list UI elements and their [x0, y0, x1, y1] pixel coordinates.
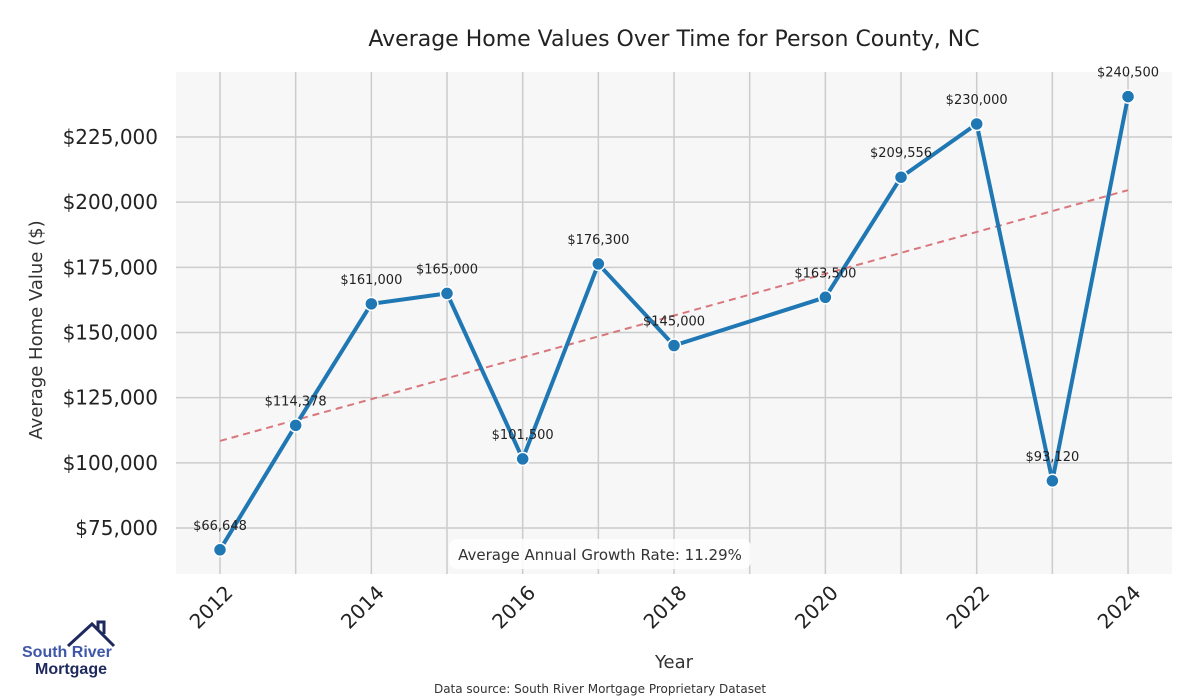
chart-title: Average Home Values Over Time for Person… — [368, 27, 979, 52]
data-point — [591, 256, 606, 272]
data-point — [818, 290, 833, 305]
x-tick-label: 2022 — [941, 581, 994, 634]
data-point — [666, 338, 682, 353]
data-point — [288, 418, 303, 433]
data-point — [515, 451, 530, 467]
x-tick-label: 2018 — [639, 581, 692, 634]
y-tick-label: $125,000 — [63, 386, 158, 410]
data-label: $101,500 — [492, 428, 554, 443]
x-tick-label: 2014 — [336, 581, 389, 634]
x-tick-label: 2012 — [185, 581, 238, 634]
y-tick-label: $225,000 — [63, 125, 158, 149]
data-label: $66,648 — [193, 519, 247, 534]
y-tick-label: $150,000 — [63, 320, 158, 344]
x-tick-label: 2016 — [487, 581, 540, 634]
data-label: $209,556 — [870, 146, 932, 161]
y-tick-label: $175,000 — [63, 255, 158, 279]
data-label: $145,000 — [643, 315, 705, 330]
data-point — [969, 116, 984, 132]
data-label: $230,000 — [946, 93, 1008, 108]
data-label: $114,378 — [265, 394, 327, 409]
annotation-box — [449, 539, 751, 569]
data-point — [1045, 473, 1060, 489]
growth-rate-annotation: Average Annual Growth Rate: 11.29% — [458, 546, 742, 564]
y-tick-label: $200,000 — [63, 190, 158, 214]
series-line — [218, 96, 1131, 551]
data-label: $176,300 — [567, 233, 629, 248]
data-label: $240,500 — [1097, 66, 1159, 81]
data-point — [212, 542, 228, 558]
x-tick-label: 2024 — [1093, 581, 1146, 634]
data-point — [439, 286, 455, 301]
data-label: $163,500 — [794, 266, 856, 281]
data-label: $93,120 — [1025, 450, 1079, 465]
x-axis-label: Year — [654, 652, 694, 673]
data-label: $161,000 — [340, 273, 402, 288]
data-point — [893, 169, 909, 185]
house-roof-icon — [66, 620, 116, 648]
logo-line2: Mortgage — [35, 661, 107, 678]
y-axis-label: Average Home Value ($) — [26, 220, 47, 439]
trend-line — [219, 189, 1129, 442]
logo-line1: South River — [22, 644, 112, 661]
data-source: Data source: South River Mortgage Propri… — [434, 682, 766, 696]
south-river-mortgage-logo: South River Mortgage — [22, 620, 122, 680]
y-tick-label: $75,000 — [75, 516, 158, 540]
data-point — [364, 296, 379, 312]
y-tick-label: $100,000 — [63, 451, 158, 475]
data-point — [1120, 89, 1136, 104]
data-label: $165,000 — [416, 262, 478, 277]
x-tick-label: 2020 — [790, 581, 843, 634]
